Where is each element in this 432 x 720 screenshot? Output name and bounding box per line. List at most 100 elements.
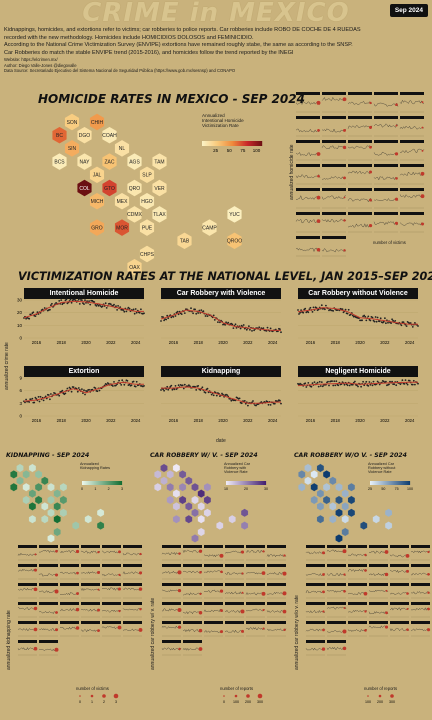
website-link[interactable]: Website: https://elcrimen.mx/ (4, 57, 58, 62)
legend-swatch (227, 481, 229, 485)
legend-swatch (259, 481, 261, 485)
data-point (235, 327, 238, 329)
state-label: MOR (116, 225, 128, 231)
panel-series (122, 607, 143, 611)
data-point (25, 317, 27, 320)
data-point (206, 387, 209, 390)
state-hex-qroo (240, 521, 249, 531)
panel-latest-point (262, 550, 265, 553)
x-tick-label: 2016 (32, 340, 42, 345)
panel-latest-point (240, 550, 245, 554)
data-point (369, 383, 372, 386)
legend-swatch (225, 141, 227, 146)
data-point (227, 321, 230, 324)
small-multiple-panel (101, 545, 122, 561)
state-hex-dgo (22, 469, 30, 479)
data-point (68, 386, 71, 389)
data-point (190, 307, 192, 310)
legend-tick: 75 (240, 148, 246, 153)
panel-series (373, 176, 399, 181)
data-point (341, 308, 344, 311)
x-tick-label: 2018 (194, 340, 204, 345)
legend-swatch (247, 481, 249, 485)
data-point (183, 383, 186, 386)
legend-swatch (235, 481, 237, 485)
legend-swatch (220, 141, 222, 146)
legend-swatch (406, 481, 408, 485)
size-legend-dot (390, 694, 394, 698)
legend-swatch (227, 141, 229, 146)
panel-latest-point (55, 549, 58, 553)
data-point (385, 380, 387, 383)
data-point (378, 383, 381, 386)
panel-series (224, 572, 245, 576)
legend-swatch (105, 481, 107, 485)
panel-strip (162, 640, 181, 643)
data-point (394, 320, 397, 322)
data-point (163, 319, 165, 322)
panel-strip (39, 545, 58, 548)
legend-swatch (397, 481, 399, 485)
panel-series (321, 145, 347, 150)
panel-latest-point (368, 125, 373, 129)
state-hex-gro (172, 514, 181, 524)
data-point (392, 319, 394, 322)
legend-swatch (233, 141, 235, 146)
small-multiple-panel (101, 583, 122, 599)
panel-series (17, 552, 38, 556)
state-hex-mex (41, 501, 49, 511)
legend-swatch (234, 141, 236, 146)
small-multiple-panel (122, 602, 143, 618)
state-hex-qro (335, 495, 343, 505)
legend-swatch (256, 481, 258, 485)
state-hex-bc (154, 469, 162, 479)
hex-map (10, 463, 105, 543)
data-point (28, 401, 31, 403)
panel-latest-point (394, 152, 399, 156)
data-point (417, 382, 419, 385)
national-panel: 2016 2018 2020 2022 2024 (160, 377, 282, 423)
panel-latest-point (282, 591, 287, 596)
legend-swatch (104, 481, 106, 485)
panel-latest-point (117, 625, 122, 630)
legend-swatch (100, 481, 102, 485)
data-point (202, 310, 205, 313)
panel-latest-point (384, 572, 389, 577)
panel-latest-point (75, 607, 80, 612)
data-point (273, 402, 276, 405)
size-legend-dot (234, 694, 238, 698)
state-hex-chih (89, 113, 105, 131)
state-hex-chih (172, 463, 181, 473)
panel-series (389, 607, 410, 611)
data-point (328, 384, 330, 387)
state-hex-mich (316, 501, 325, 511)
data-point (65, 298, 68, 301)
national-panel: 2016 2018 2020 2022 2024 (297, 299, 419, 345)
small-multiple-panel (266, 564, 287, 580)
panel-series (399, 99, 425, 105)
state-hex-oax (47, 533, 55, 543)
legend-swatch (408, 481, 410, 485)
data-point (343, 383, 346, 386)
state-hex-bc (51, 126, 68, 145)
panel-strip (225, 602, 244, 605)
state-hex-sin (304, 476, 312, 486)
data-point (393, 383, 396, 386)
data-point (133, 312, 136, 315)
state-hex-gro (316, 514, 325, 524)
data-point (354, 380, 356, 383)
panel-latest-point (139, 552, 142, 556)
panel-latest-point (76, 592, 79, 596)
small-multiple-panel (347, 164, 373, 185)
small-multiple-panel (399, 164, 425, 185)
data-point (72, 386, 75, 388)
data-point (104, 302, 107, 305)
data-point (170, 316, 173, 319)
panel-series (122, 571, 143, 575)
data-point (55, 302, 57, 304)
small-multiple-panel (122, 564, 143, 580)
panel-strip (162, 602, 181, 605)
panel-series (373, 123, 399, 128)
data-point (230, 399, 233, 402)
panel-strip (348, 140, 372, 143)
